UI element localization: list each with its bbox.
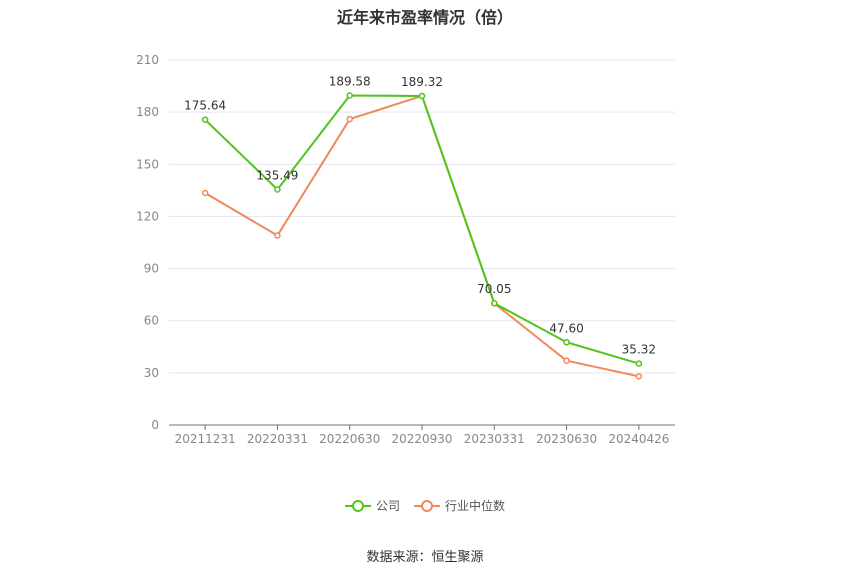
- legend-item-industry-median[interactable]: 行业中位数: [414, 497, 505, 514]
- chart-title: 近年来市盈率情况（倍）: [336, 8, 513, 27]
- y-tick-label: 210: [136, 53, 159, 67]
- x-tick-label: 20220930: [391, 432, 452, 446]
- legend-industry-swatch-icon: [414, 499, 440, 512]
- legend-industry-label: 行业中位数: [445, 499, 506, 513]
- data-point-company: [274, 186, 281, 193]
- y-tick-label: 120: [136, 209, 159, 223]
- y-tick-label: 60: [144, 314, 159, 328]
- data-point-company: [563, 339, 570, 346]
- data-point-company: [346, 92, 353, 99]
- x-tick-label: 20220630: [319, 432, 380, 446]
- x-tick-label: 20230331: [464, 432, 525, 446]
- data-source-note: 数据来源：恒生聚源: [366, 550, 484, 565]
- data-label-company: 135.49: [256, 169, 298, 183]
- legend-company-label: 公司: [375, 499, 400, 513]
- data-point-industry-median: [274, 232, 281, 239]
- data-point-company: [635, 360, 643, 367]
- y-tick-label: 90: [144, 262, 159, 276]
- y-tick-label: 180: [136, 105, 159, 119]
- x-tick-label: 20230630: [536, 432, 597, 446]
- data-label-company: 189.32: [401, 75, 443, 89]
- y-tick-label: 0: [151, 418, 159, 432]
- y-tick-label: 150: [136, 157, 159, 171]
- data-point-company: [418, 92, 426, 100]
- chart-legend: 公司 行业中位数: [0, 497, 850, 514]
- y-tick-label: 30: [144, 366, 159, 380]
- data-point-industry-median: [635, 373, 643, 380]
- x-tick-label: 20211231: [175, 432, 236, 446]
- x-tick-label: 20220331: [247, 432, 308, 446]
- legend-company-swatch-icon: [344, 499, 371, 512]
- data-label-company: 175.64: [184, 99, 226, 113]
- data-label-company: 70.05: [477, 282, 511, 296]
- data-label-company: 189.58: [329, 74, 371, 88]
- legend-item-company[interactable]: 公司: [344, 497, 400, 514]
- data-label-company: 35.32: [622, 343, 656, 357]
- data-point-industry-median: [346, 115, 353, 123]
- data-point-industry-median: [563, 357, 570, 364]
- data-point-company: [201, 116, 209, 123]
- data-label-company: 47.60: [549, 321, 583, 335]
- data-point-company: [491, 299, 498, 307]
- x-tick-label: 20240426: [608, 432, 669, 446]
- data-point-industry-median: [201, 189, 209, 197]
